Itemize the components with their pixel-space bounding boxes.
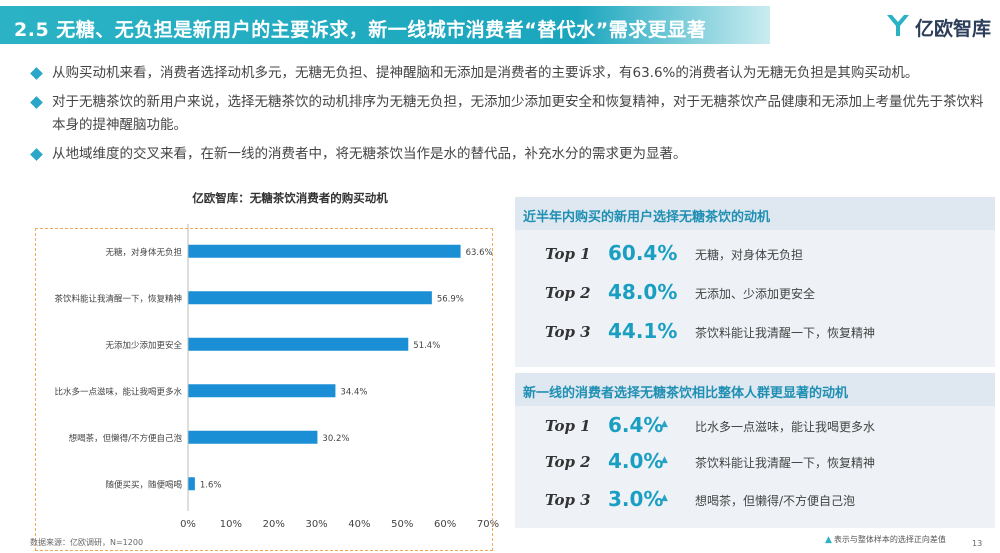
rank-percent: 60.4%: [608, 241, 678, 265]
rank-row: Top 3 3.0% ▲ 想喝茶，但懒得/不方便自己泡: [515, 483, 995, 517]
rank-label: Top 2: [545, 453, 591, 471]
diamond-bullet-icon: [30, 67, 43, 80]
category-label: 比水多一点滋味，能让我喝更多水: [54, 386, 182, 397]
new-user-motives-panel: 近半年内购买的新用户选择无糖茶饮的动机 Top 1 60.4% 无糖，对身体无负…: [515, 197, 995, 367]
rank-percent: 48.0%: [608, 280, 678, 304]
bar-chart: 无糖，对身体无负担 63.6% 茶饮料能让我清醒一下，恢复精神 56.9% 无添加少添加…: [54, 224, 499, 530]
rank-label: Top 1: [545, 417, 591, 435]
bar-value-label: 30.2%: [322, 434, 349, 444]
rank-label: Top 2: [545, 284, 591, 302]
bar-value-label: 34.4%: [340, 387, 367, 397]
brand-logo: 亿欧智库: [885, 10, 995, 42]
positive-diff-triangle-icon: ▲: [661, 419, 668, 429]
new-tier1-motives-panel: 新一线的消费者选择无糖茶饮相比整体人群更显著的动机 Top 1 6.4% ▲ 比…: [515, 373, 995, 528]
rank-row: Top 2 48.0% 无添加、少添加更安全: [515, 276, 995, 310]
page-number: 13: [972, 539, 983, 548]
rank-row: Top 3 44.1% 茶饮料能让我清醒一下，恢复精神: [515, 315, 995, 349]
panel-header: 近半年内购买的新用户选择无糖茶饮的动机: [515, 197, 995, 230]
data-source: 数据来源：亿欧调研，N=1200: [30, 538, 144, 547]
brand-name: 亿欧智库: [915, 18, 992, 40]
rank-row: Top 1 6.4% ▲ 比水多一点滋味，能让我喝更多水: [515, 409, 995, 443]
rank-row: Top 1 60.4% 无糖，对身体无负担: [515, 237, 995, 271]
rank-percent: 6.4%: [608, 413, 664, 437]
legend-note-text: 表示与整体样本的选择正向差值: [833, 535, 946, 544]
chart-title: 亿欧智库：无糖茶饮消费者的购买动机: [192, 191, 388, 205]
rank-description: 无糖，对身体无负担: [695, 248, 804, 262]
bar: [188, 477, 195, 491]
rank-description: 想喝茶，但懒得/不方便自己泡: [695, 494, 856, 508]
rank-label: Top 3: [545, 491, 591, 509]
x-tick-label: 40%: [348, 519, 370, 530]
category-label: 无糖，对身体无负担: [105, 247, 182, 258]
bar-value-label: 63.6%: [466, 248, 493, 258]
bar: [188, 337, 409, 351]
bullet-text: 从购买动机来看，消费者选择动机多元，无糖无负担、提神醒脑和无添加是消费者的主要诉…: [52, 65, 919, 81]
triangle-legend-icon: ▲: [825, 535, 832, 545]
panel-title: 新一线的消费者选择无糖茶饮相比整体人群更显著的动机: [523, 386, 849, 401]
category-label: 随便买买，随便喝喝: [105, 479, 182, 490]
x-tick-label: 70%: [477, 519, 499, 530]
bar-value-label: 56.9%: [437, 294, 464, 304]
x-tick-label: 50%: [391, 519, 413, 530]
bullet-list: 从购买动机来看，消费者选择动机多元，无糖无负担、提神醒脑和无添加是消费者的主要诉…: [30, 62, 990, 166]
title-bar: 2.5 无糖、无负担是新用户的主要诉求，新一线城市消费者“替代水”需求更显著: [0, 6, 770, 44]
bullet-text: 从地域维度的交叉来看，在新一线的消费者中，将无糖茶饮当作是水的替代品，补充水分的…: [52, 146, 687, 162]
rank-description: 茶饮料能让我清醒一下，恢复精神: [695, 326, 876, 340]
category-label: 茶饮料能让我清醒一下，恢复精神: [54, 293, 182, 304]
bar: [188, 384, 336, 398]
x-tick-label: 10%: [220, 519, 242, 530]
rank-description: 无添加、少添加更安全: [695, 287, 816, 301]
panel-title: 近半年内购买的新用户选择无糖茶饮的动机: [523, 210, 771, 225]
brand-logo-icon: [887, 15, 909, 36]
x-tick-label: 0%: [180, 519, 196, 530]
rank-percent: 3.0%: [608, 487, 664, 511]
legend-note: ▲ 表示与整体样本的选择正向差值: [825, 534, 946, 545]
diamond-bullet-icon: [30, 96, 43, 109]
bar-value-label: 1.6%: [200, 480, 222, 490]
diamond-bullet-icon: [30, 148, 43, 161]
x-tick-label: 30%: [305, 519, 327, 530]
bar-chart-panel: 亿欧智库：无糖茶饮消费者的购买动机 无糖，对身体无负担 63.6% 茶饮料能让我清醒…: [30, 190, 510, 551]
category-label: 无添加少添加更安全: [105, 340, 182, 351]
category-label: 想喝茶，但懒得/不方便自己泡: [69, 433, 183, 444]
rank-label: Top 1: [545, 245, 591, 263]
panel-header: 新一线的消费者选择无糖茶饮相比整体人群更显著的动机: [515, 373, 995, 406]
x-tick-label: 20%: [263, 519, 285, 530]
x-tick-label: 60%: [434, 519, 456, 530]
rank-percent: 4.0%: [608, 449, 664, 473]
bullet-text: 对于无糖茶饮的新用户来说，选择无糖茶饮的动机排序为无糖无负担，无添加少添加更安全…: [52, 94, 984, 133]
bar: [188, 291, 432, 305]
page-title: 2.5 无糖、无负担是新用户的主要诉求，新一线城市消费者“替代水”需求更显著: [14, 19, 707, 41]
bar-value-label: 51.4%: [413, 341, 440, 351]
positive-diff-triangle-icon: ▲: [661, 455, 668, 465]
bullet-item: 对于无糖茶饮的新用户来说，选择无糖茶饮的动机排序为无糖无负担，无添加少添加更安全…: [30, 91, 990, 137]
rank-description: 茶饮料能让我清醒一下，恢复精神: [695, 456, 876, 470]
rank-percent: 44.1%: [608, 319, 678, 343]
bar: [188, 244, 461, 258]
rank-row: Top 2 4.0% ▲ 茶饮料能让我清醒一下，恢复精神: [515, 445, 995, 479]
bullet-item: 从地域维度的交叉来看，在新一线的消费者中，将无糖茶饮当作是水的替代品，补充水分的…: [30, 143, 990, 166]
bar: [188, 430, 318, 444]
header: 2.5 无糖、无负担是新用户的主要诉求，新一线城市消费者“替代水”需求更显著 亿…: [0, 0, 1000, 50]
rank-description: 比水多一点滋味，能让我喝更多水: [695, 420, 876, 434]
positive-diff-triangle-icon: ▲: [661, 493, 668, 503]
bullet-item: 从购买动机来看，消费者选择动机多元，无糖无负担、提神醒脑和无添加是消费者的主要诉…: [30, 62, 990, 85]
rank-label: Top 3: [545, 323, 591, 341]
